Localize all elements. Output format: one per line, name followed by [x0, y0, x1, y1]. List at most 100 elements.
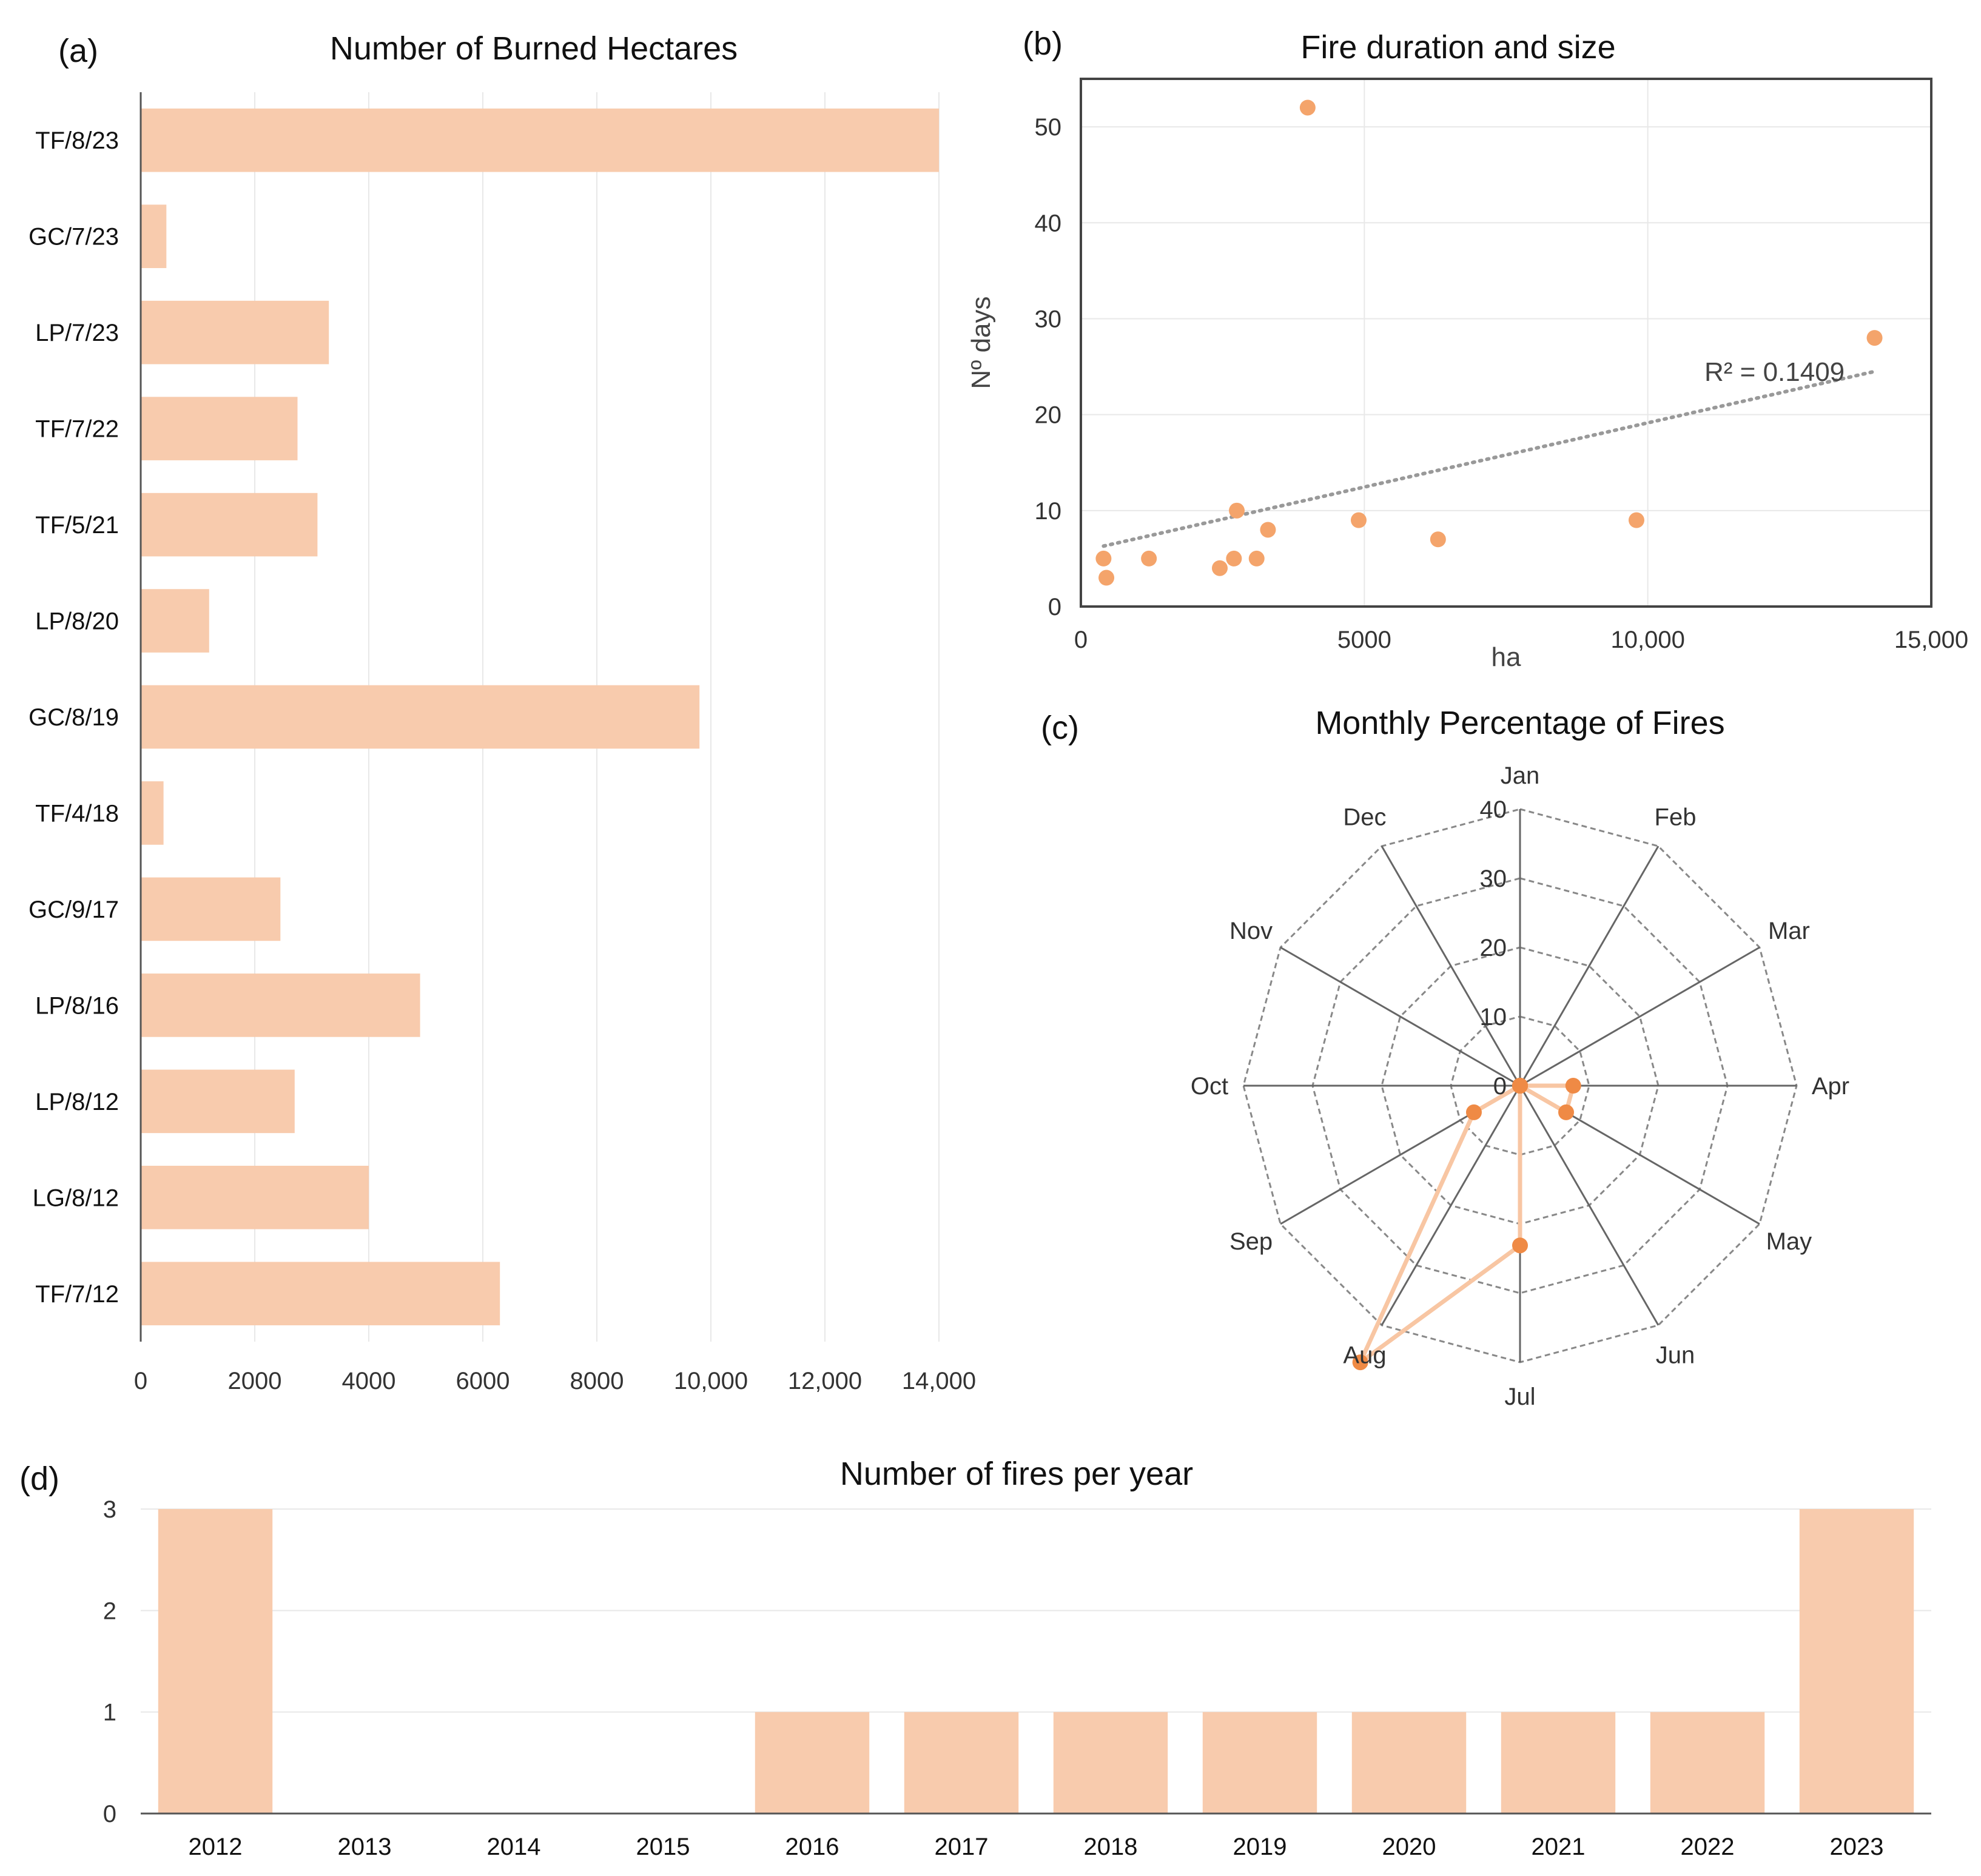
x-tick-label-d: 2022: [1681, 1834, 1735, 1860]
bar-a: [141, 1166, 369, 1229]
bar-a: [141, 781, 164, 845]
y-tick-label-b: 0: [1048, 594, 1061, 620]
panel-label-b: (b): [1023, 25, 1063, 62]
bar-a: [141, 204, 167, 268]
radar-tick-label: 0: [1493, 1073, 1507, 1100]
radar-spoke: [1519, 1085, 1660, 1326]
category-label-a: GC/9/17: [29, 896, 119, 923]
category-label-a: GC/8/19: [29, 704, 119, 731]
radar-month-label: Jan: [1501, 762, 1540, 789]
x-tick-label-d: 2017: [935, 1834, 989, 1860]
radar-tick-label: 30: [1480, 866, 1507, 892]
y-axis-label-b: Nº days: [966, 296, 996, 389]
category-label-a: LG/8/12: [33, 1185, 119, 1211]
bar-d: [1351, 1712, 1467, 1814]
radar-spoke: [1381, 1085, 1521, 1326]
x-tick-label-a: 12,000: [788, 1368, 862, 1394]
bar-d: [1202, 1712, 1317, 1814]
x-axis-label-b: ha: [1492, 642, 1521, 672]
y-tick-label-b: 10: [1035, 498, 1062, 525]
y-tick-label-b: 50: [1035, 114, 1062, 141]
y-tick-label-b: 20: [1035, 402, 1062, 429]
scatter-point: [1095, 550, 1112, 566]
category-label-a: TF/8/23: [35, 127, 119, 154]
y-tick-label-d: 0: [103, 1801, 116, 1827]
x-tick-label-d: 2013: [338, 1834, 392, 1860]
category-label-a: LP/8/20: [35, 608, 119, 635]
radar-point: [1465, 1104, 1482, 1120]
bar-a: [141, 108, 939, 172]
radar-point: [1565, 1078, 1581, 1094]
x-tick-label-a: 2000: [228, 1368, 282, 1394]
y-tick-label-b: 30: [1035, 306, 1062, 332]
bar-d: [1650, 1712, 1765, 1814]
category-label-a: GC/7/23: [29, 224, 119, 250]
category-label-a: LP/8/12: [35, 1089, 119, 1115]
radar-month-label: Apr: [1812, 1073, 1849, 1100]
radar-point: [1512, 1237, 1528, 1254]
x-tick-label-b: 0: [1074, 627, 1088, 653]
x-tick-label-a: 10,000: [674, 1368, 748, 1394]
radar-tick-label: 10: [1480, 1004, 1507, 1030]
chart-fire-duration-size: (b) Fire duration and size R² = 0.1409 0…: [966, 25, 1968, 672]
radar-month-label: Sep: [1229, 1228, 1273, 1255]
radar-spoke: [1519, 846, 1660, 1086]
panel-label-c: (c): [1041, 710, 1079, 746]
bar-a: [141, 300, 329, 365]
scatter-point: [1098, 570, 1115, 586]
trendline: [1101, 369, 1877, 548]
x-tick-label-d: 2014: [487, 1834, 541, 1860]
radar-tick-label: 20: [1480, 935, 1507, 961]
x-tick-label-d: 2018: [1084, 1834, 1138, 1860]
scatter-point: [1430, 531, 1446, 548]
chart-title-a: Number of Burned Hectares: [330, 30, 738, 67]
category-label-a: LP/8/16: [35, 992, 119, 1019]
category-label-a: LP/7/23: [35, 320, 119, 346]
radar-month-label: Mar: [1768, 918, 1810, 944]
x-tick-label-a: 14,000: [902, 1368, 976, 1394]
chart-monthly-percentage: (c) Monthly Percentage of Fires 0 10 20 30 4…: [1041, 705, 1849, 1410]
bar-d: [158, 1509, 273, 1814]
chart-title-d: Number of fires per year: [840, 1456, 1193, 1492]
x-tick-label-a: 0: [134, 1368, 147, 1394]
x-tick-label-a: 8000: [570, 1368, 624, 1394]
radar-spoke: [1381, 846, 1521, 1086]
bar-a: [141, 877, 281, 941]
scatter-point: [1141, 550, 1157, 566]
x-tick-label-b: 15,000: [1894, 627, 1968, 653]
category-label-a: TF/7/22: [35, 416, 119, 443]
panel-label-a: (a): [58, 33, 98, 69]
panel-label-d: (d): [19, 1461, 59, 1497]
x-tick-label-d: 2012: [189, 1834, 243, 1860]
y-tick-label-d: 1: [103, 1699, 116, 1726]
plot-frame-b: [1080, 78, 1932, 608]
bar-a: [141, 1262, 500, 1326]
chart-title-c: Monthly Percentage of Fires: [1315, 705, 1724, 741]
radar-point: [1512, 1078, 1528, 1094]
x-tick-label-d: 2020: [1382, 1834, 1436, 1860]
radar-month-label: Feb: [1655, 804, 1697, 831]
bar-a: [141, 589, 209, 653]
y-tick-label-d: 3: [103, 1496, 116, 1523]
chart-burned-hectares: (a) Number of Burned Hectares TF/8/23 GC/…: [29, 30, 976, 1394]
trendline-label: R² = 0.1409: [1704, 357, 1845, 387]
radar-month-label: May: [1766, 1228, 1812, 1255]
radar-month-label: Jun: [1656, 1342, 1695, 1368]
category-label-a: TF/4/18: [35, 800, 119, 827]
bar-a: [141, 1069, 295, 1134]
bar-d: [1501, 1712, 1616, 1814]
radar-month-label: Nov: [1229, 918, 1273, 944]
y-tick-label-b: 40: [1035, 210, 1062, 237]
radar-tick-label: 40: [1480, 796, 1507, 823]
x-tick-label-a: 4000: [342, 1368, 396, 1394]
scatter-point: [1226, 550, 1242, 566]
bar-a: [141, 397, 298, 460]
category-label-a: TF/7/12: [35, 1281, 119, 1308]
scatter-point: [1229, 502, 1245, 519]
scatter-point: [1866, 330, 1883, 346]
chart-title-b: Fire duration and size: [1300, 29, 1615, 66]
radar-point: [1352, 1354, 1368, 1371]
bar-d: [904, 1712, 1019, 1814]
